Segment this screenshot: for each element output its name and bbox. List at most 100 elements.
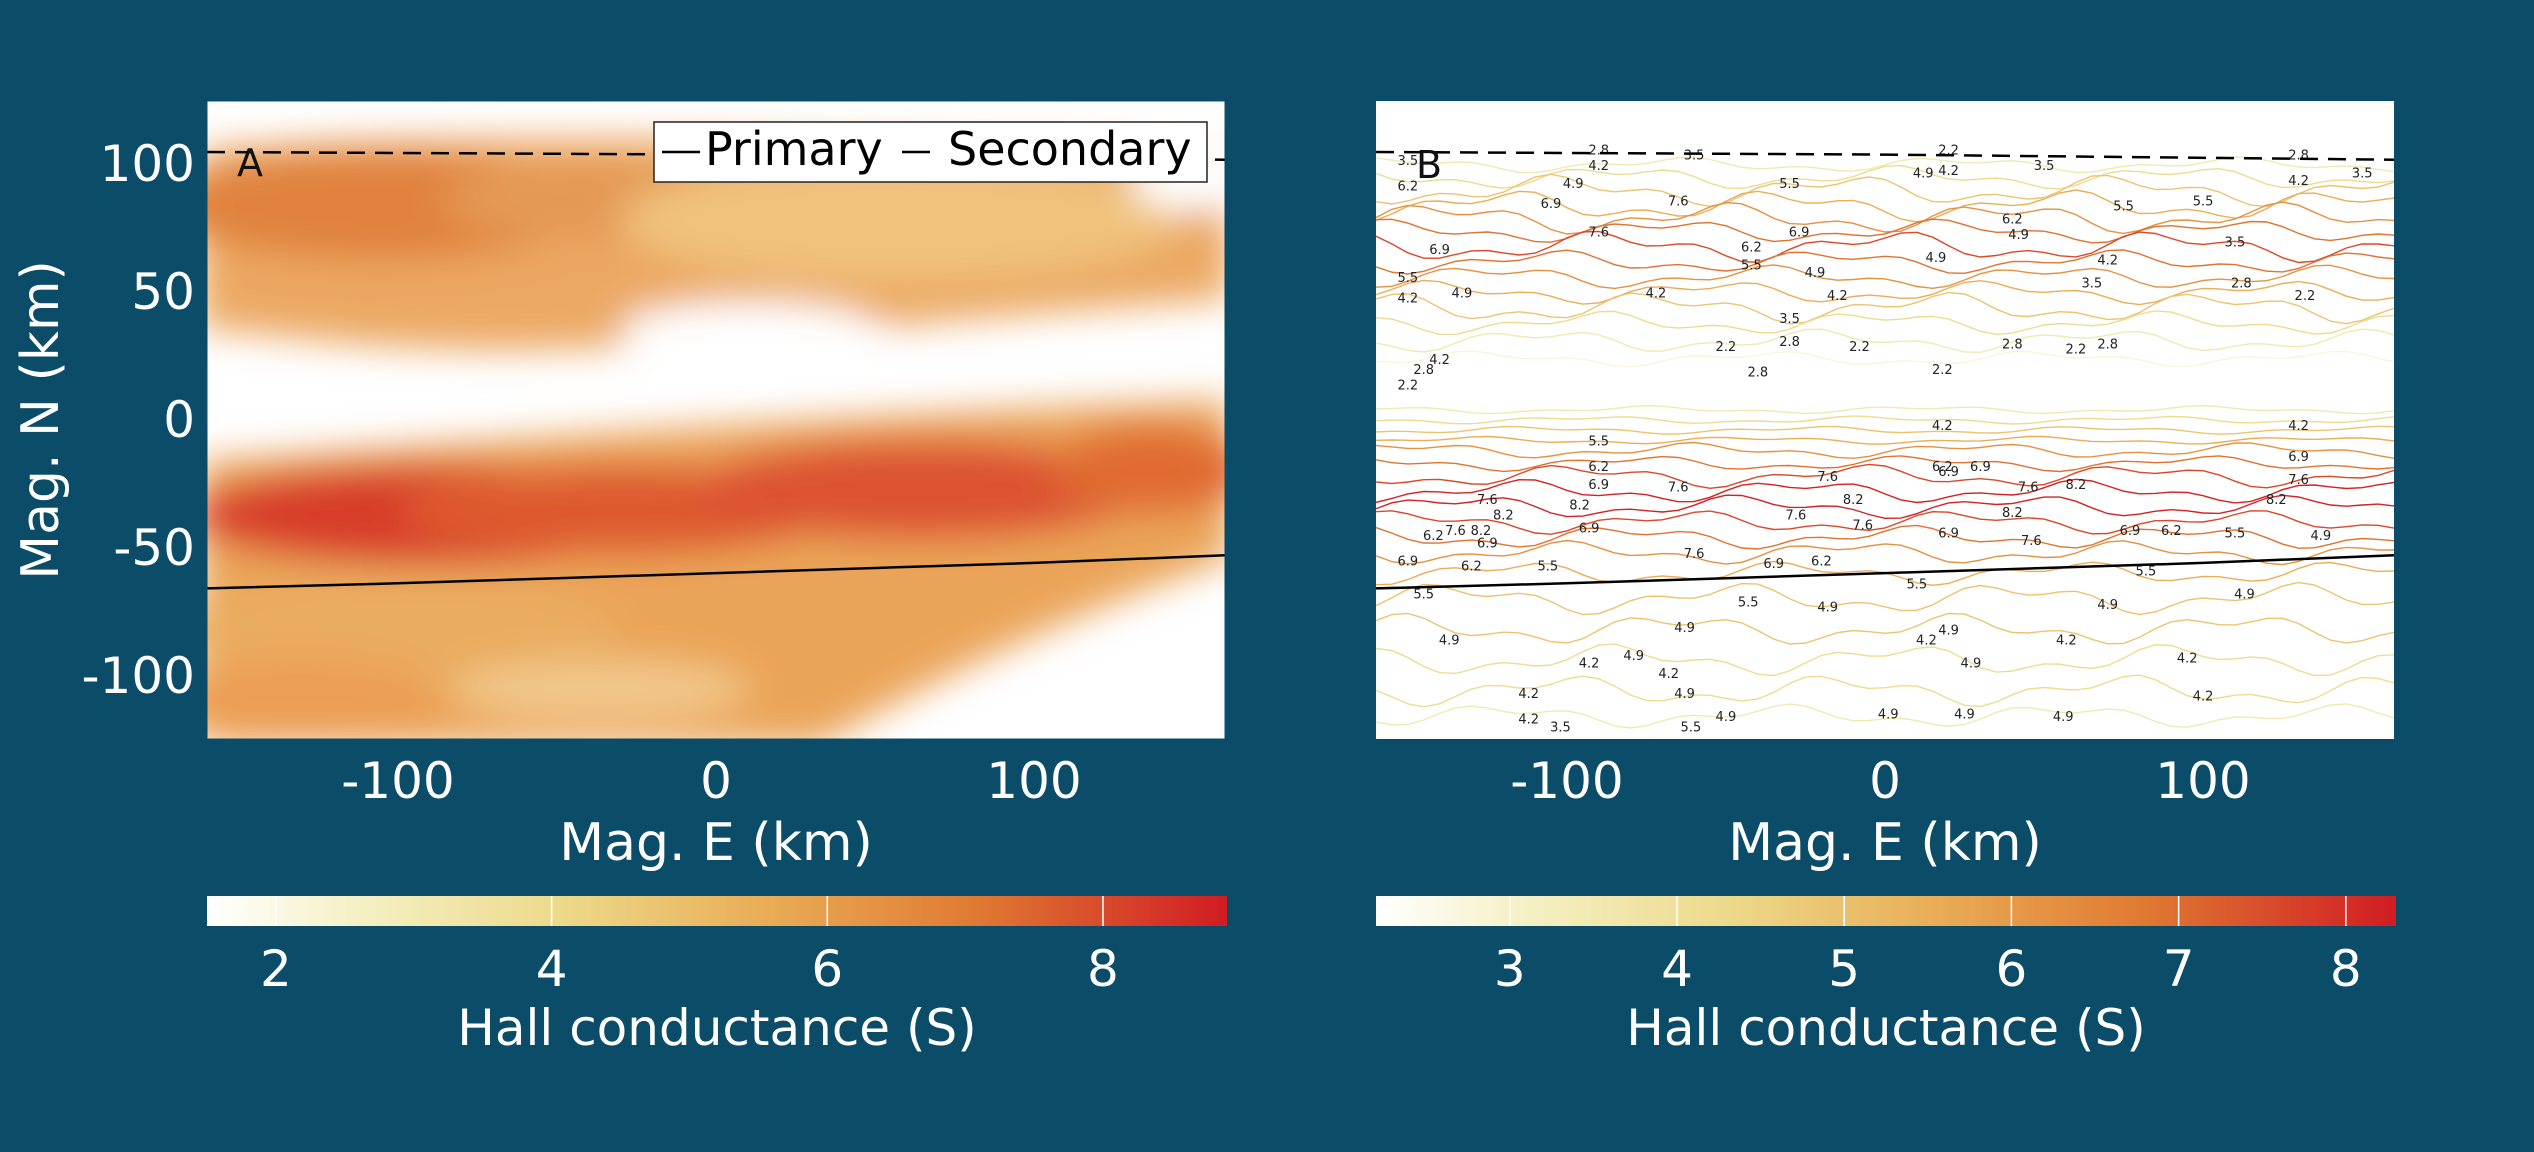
contour-label: 3.5	[2081, 276, 2102, 291]
contour-label: 6.9	[1588, 478, 1609, 493]
contour-line	[1376, 612, 2394, 645]
contour-line	[1376, 365, 2394, 383]
contour-line	[1376, 264, 2394, 290]
contour-label: 6.9	[1579, 521, 1600, 536]
contour-label: 4.9	[1817, 600, 1838, 615]
contour-label: 4.9	[1439, 634, 1460, 649]
contour-line	[1376, 455, 2394, 473]
contour-label: 3.5	[2352, 167, 2373, 182]
x-tick-label: 100	[986, 752, 1081, 810]
contour-label: 6.2	[2161, 524, 2182, 539]
contour-label: 6.9	[1541, 197, 1562, 212]
y-tick-label: 50	[131, 263, 195, 321]
contour-label: 6.9	[1970, 460, 1991, 475]
panel-b-label: B	[1416, 143, 1442, 187]
contour-label: 2.2	[1716, 340, 1737, 355]
contour-line	[1376, 164, 2394, 190]
contour-label: 4.2	[1518, 687, 1539, 702]
contour-line	[1376, 674, 2394, 708]
x-axis-label: Mag. E (km)	[559, 813, 873, 873]
contour-label: 4.9	[2310, 529, 2331, 544]
colorbar-tick-label: 8	[1087, 940, 1119, 998]
contour-label: 4.9	[1623, 649, 1644, 664]
contour-line	[1376, 643, 2394, 677]
contour-label: 7.6	[1817, 470, 1838, 485]
contour-label: 3.5	[2034, 159, 2055, 174]
contour-label: 2.2	[2295, 289, 2316, 304]
contour-line	[1376, 218, 2394, 244]
contour-label: 4.9	[1716, 710, 1737, 725]
contour-line	[1376, 328, 2394, 354]
contour-label: 4.2	[2288, 419, 2309, 434]
contour-label: 4.2	[2288, 174, 2309, 189]
contour-label: 4.2	[1588, 159, 1609, 174]
contour-label: 4.9	[1563, 177, 1584, 192]
contour-line	[1376, 494, 2394, 520]
y-tick-label: -100	[82, 647, 195, 705]
panel-b-x-axis: -100 0 100 Mag. E (km)	[1510, 752, 2250, 873]
panel-a-y-axis: 100 50 0 -50 -100 Mag. N (km)	[11, 135, 195, 705]
contour-label: 2.2	[2066, 343, 2087, 358]
contour-label: 4.2	[1658, 667, 1679, 682]
contour-label: 7.6	[1445, 524, 1466, 539]
panel-b-colorbar: 3 4 5 6 7 8 Hall conductance (S)	[1376, 896, 2396, 1057]
contour-label: 8.2	[2002, 506, 2023, 521]
contour-label: 2.8	[1413, 363, 1434, 378]
contour-line	[1376, 249, 2394, 275]
contour-label: 5.5	[1397, 271, 1418, 286]
contour-label: 4.2	[1916, 634, 1937, 649]
contour-label: 4.2	[2097, 253, 2118, 268]
contour-label: 6.2	[1397, 179, 1418, 194]
contour-label: 6.9	[1789, 225, 1810, 240]
panel-b-plot-area	[1376, 101, 2394, 739]
contour-label: 7.6	[1852, 519, 1873, 534]
legend: Primary Secondary	[653, 121, 1208, 183]
panel-a-heatmap	[207, 138, 1225, 739]
contour-label: 2.2	[1397, 378, 1418, 393]
colorbar-tick-label: 2	[260, 940, 292, 998]
contour-line	[1376, 173, 2394, 208]
contour-label: 5.5	[1738, 595, 1759, 610]
contour-label: 6.2	[1461, 560, 1482, 575]
contour-label: 4.9	[1926, 251, 1947, 266]
contour-label: 8.2	[2266, 493, 2287, 508]
contour-label: 7.6	[1786, 509, 1807, 524]
contour-label: 4.9	[1878, 708, 1899, 723]
contour-label: 2.8	[2002, 338, 2023, 353]
x-tick-label: 100	[2155, 752, 2250, 810]
contour-line	[1376, 463, 2394, 490]
panel-a-frame	[206, 100, 1226, 740]
x-tick-label: -100	[1510, 752, 1623, 810]
y-axis-label: Mag. N (km)	[11, 260, 71, 580]
contour-label: 6.2	[1932, 460, 1953, 475]
contour-line	[1376, 478, 2394, 504]
contour-label: 2.2	[1849, 340, 1870, 355]
contour-label: 5.5	[1779, 177, 1800, 192]
contour-label: 5.5	[1741, 258, 1762, 273]
contour-label: 2.8	[2231, 276, 2252, 291]
contour-label: 7.6	[1477, 493, 1498, 508]
contour-label: 4.2	[2177, 651, 2198, 666]
colorbar-tick-label: 4	[536, 940, 568, 998]
contour-label: 6.2	[1811, 555, 1832, 570]
contour-label: 4.9	[1674, 621, 1695, 636]
secondary-line	[1376, 150, 2394, 161]
primary-line	[207, 554, 1225, 590]
contour-label: 4.2	[1932, 419, 1953, 434]
contour-label: 5.5	[2113, 200, 2134, 215]
contour-label: 7.6	[2288, 473, 2309, 488]
contour-label: 5.5	[2225, 526, 2246, 541]
colorbar-a-label: Hall conductance (S)	[457, 999, 976, 1057]
primary-line	[1376, 554, 2394, 590]
contour-label: 7.6	[2018, 481, 2039, 496]
contour-label: 3.5	[1397, 154, 1418, 169]
contour-label: 4.2	[1938, 164, 1959, 179]
contour-label: 5.5	[1906, 577, 1927, 592]
contour-label: 3.5	[2225, 236, 2246, 251]
contour-label: 4.2	[1646, 287, 1667, 302]
colorbar-tick-label: 8	[2330, 940, 2362, 998]
contour-label: 7.6	[1684, 547, 1705, 562]
legend-secondary-label: Secondary	[948, 122, 1192, 176]
contour-label: 8.2	[1493, 509, 1514, 524]
contour-label: 6.9	[2288, 450, 2309, 465]
